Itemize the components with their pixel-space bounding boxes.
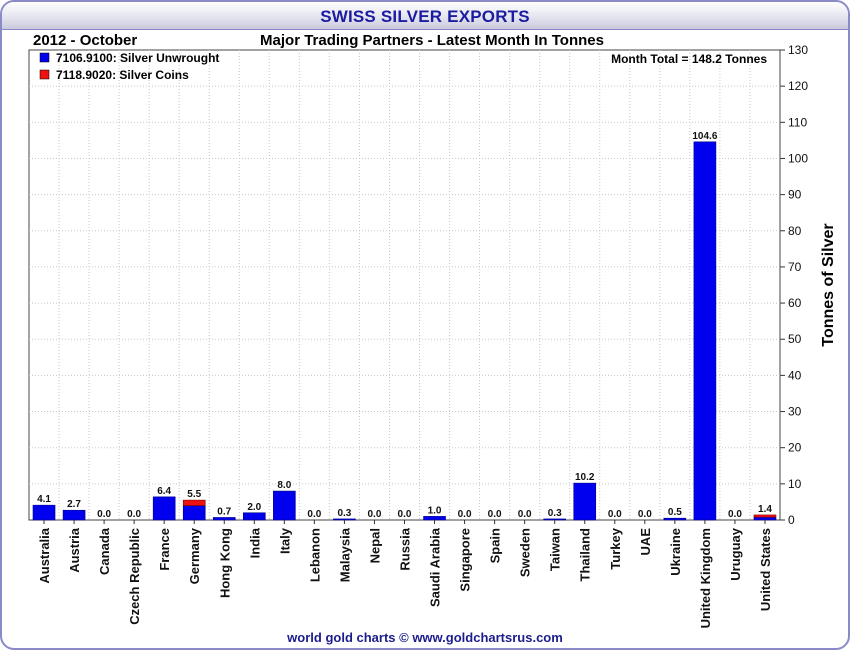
chart-subtitle: Major Trading Partners - Latest Month In… bbox=[260, 32, 604, 49]
bar-unwrought bbox=[663, 517, 687, 521]
x-category-label: Saudi Arabia bbox=[428, 527, 443, 607]
chart-main-title: SWISS SILVER EXPORTS bbox=[320, 7, 530, 26]
x-category-label: Lebanon bbox=[307, 528, 322, 582]
x-category-label: United Kingdom bbox=[698, 528, 713, 628]
bar-unwrought bbox=[423, 516, 446, 521]
bar-data-label: 10.2 bbox=[575, 472, 595, 483]
legend-swatch bbox=[39, 69, 50, 80]
legend-label: 7118.9020: Silver Coins bbox=[56, 68, 189, 82]
bar-data-label: 0.0 bbox=[97, 509, 111, 520]
x-category-label: Taiwan bbox=[548, 528, 563, 571]
x-category-label: India bbox=[247, 527, 262, 558]
legend-swatch bbox=[39, 52, 50, 63]
period-label: 2012 - October bbox=[33, 32, 137, 49]
plot-area bbox=[28, 49, 781, 521]
x-category-label: United States bbox=[758, 528, 773, 611]
bar-unwrought bbox=[152, 496, 176, 521]
x-category-label: Nepal bbox=[367, 528, 382, 563]
bar-data-label: 1.4 bbox=[758, 504, 772, 515]
bar-unwrought bbox=[273, 490, 296, 521]
bar-data-label: 0.0 bbox=[638, 509, 652, 520]
x-category-label: Thailand bbox=[578, 528, 593, 582]
bar-data-label: 0.5 bbox=[668, 507, 682, 518]
y-tick-label: 110 bbox=[788, 115, 807, 129]
y-tick-label: 80 bbox=[788, 224, 802, 238]
x-category-label: Turkey bbox=[608, 527, 623, 569]
x-category-label: Austria bbox=[67, 527, 82, 573]
bar-unwrought bbox=[693, 141, 717, 521]
bar-unwrought bbox=[333, 518, 356, 521]
bar-data-label: 6.4 bbox=[157, 486, 171, 497]
bar-data-label: 0.0 bbox=[608, 509, 622, 520]
bar-coins bbox=[182, 499, 206, 506]
y-tick-label: 90 bbox=[788, 188, 802, 202]
bar-data-label: 0.0 bbox=[368, 509, 382, 520]
bar-data-label: 0.0 bbox=[728, 509, 742, 520]
bar-coins bbox=[753, 514, 777, 518]
bar-data-label: 0.7 bbox=[217, 506, 231, 517]
x-category-label: UAE bbox=[638, 528, 653, 556]
x-category-label: Uruguay bbox=[728, 527, 743, 581]
bar-unwrought bbox=[753, 516, 777, 521]
y-tick-label: 0 bbox=[788, 513, 795, 527]
bar-data-label: 0.0 bbox=[488, 509, 502, 520]
y-tick-label: 20 bbox=[788, 441, 802, 455]
y-tick-label: 50 bbox=[788, 332, 802, 346]
y-tick-label: 130 bbox=[788, 43, 808, 57]
y-tick-label: 10 bbox=[788, 477, 802, 491]
legend-label: 7106.9100: Silver Unwrought bbox=[56, 51, 219, 65]
x-category-label: Czech Republic bbox=[127, 528, 142, 625]
bar-data-label: 8.0 bbox=[277, 480, 291, 491]
bar-data-label: 2.0 bbox=[247, 502, 261, 513]
bar-unwrought bbox=[573, 482, 597, 521]
bar-data-label: 0.0 bbox=[458, 509, 472, 520]
y-tick-label: 40 bbox=[788, 368, 802, 382]
bar-data-label: 0.0 bbox=[398, 509, 412, 520]
bar-unwrought bbox=[212, 517, 236, 521]
y-tick-label: 70 bbox=[788, 260, 802, 274]
x-category-label: Germany bbox=[187, 527, 202, 584]
bar-data-label: 0.3 bbox=[337, 508, 351, 519]
bar-unwrought bbox=[182, 505, 206, 521]
bar-data-label: 1.0 bbox=[428, 505, 442, 516]
x-category-label: Sweden bbox=[518, 528, 533, 577]
bar-data-label: 0.0 bbox=[127, 509, 141, 520]
x-category-label: Malaysia bbox=[337, 527, 352, 582]
x-category-label: Australia bbox=[37, 527, 52, 583]
y-tick-label: 60 bbox=[788, 296, 802, 310]
x-category-label: Russia bbox=[398, 527, 413, 570]
bar-data-label: 0.3 bbox=[548, 508, 562, 519]
x-category-label: Hong Kong bbox=[217, 528, 232, 598]
x-category-label: Spain bbox=[488, 528, 503, 563]
y-tick-label: 30 bbox=[788, 405, 802, 419]
bar-unwrought bbox=[543, 518, 567, 521]
y-axis-title: Tonnes of Silver bbox=[820, 223, 837, 346]
bar-unwrought bbox=[243, 512, 266, 521]
y-tick-label: 120 bbox=[788, 79, 808, 93]
bar-data-label: 104.6 bbox=[692, 131, 717, 142]
x-category-label: Canada bbox=[97, 527, 112, 575]
x-category-label: Italy bbox=[277, 527, 292, 554]
month-total-annotation: Month Total = 148.2 Tonnes bbox=[611, 52, 767, 66]
x-category-label: Ukraine bbox=[668, 528, 683, 576]
bar-unwrought bbox=[32, 504, 56, 521]
title-bar: SWISS SILVER EXPORTS bbox=[2, 2, 848, 30]
x-category-label: France bbox=[157, 528, 172, 571]
bar-data-label: 4.1 bbox=[37, 494, 51, 505]
y-tick-label: 100 bbox=[788, 151, 808, 165]
bar-data-label: 5.5 bbox=[187, 489, 201, 500]
bar-data-label: 0.0 bbox=[518, 509, 532, 520]
bar-unwrought bbox=[62, 509, 86, 521]
bar-data-label: 0.0 bbox=[307, 509, 321, 520]
footer-credit: world gold charts © www.goldchartsrus.co… bbox=[287, 630, 563, 645]
x-category-label: Singapore bbox=[458, 528, 473, 592]
bar-data-label: 2.7 bbox=[67, 499, 81, 510]
